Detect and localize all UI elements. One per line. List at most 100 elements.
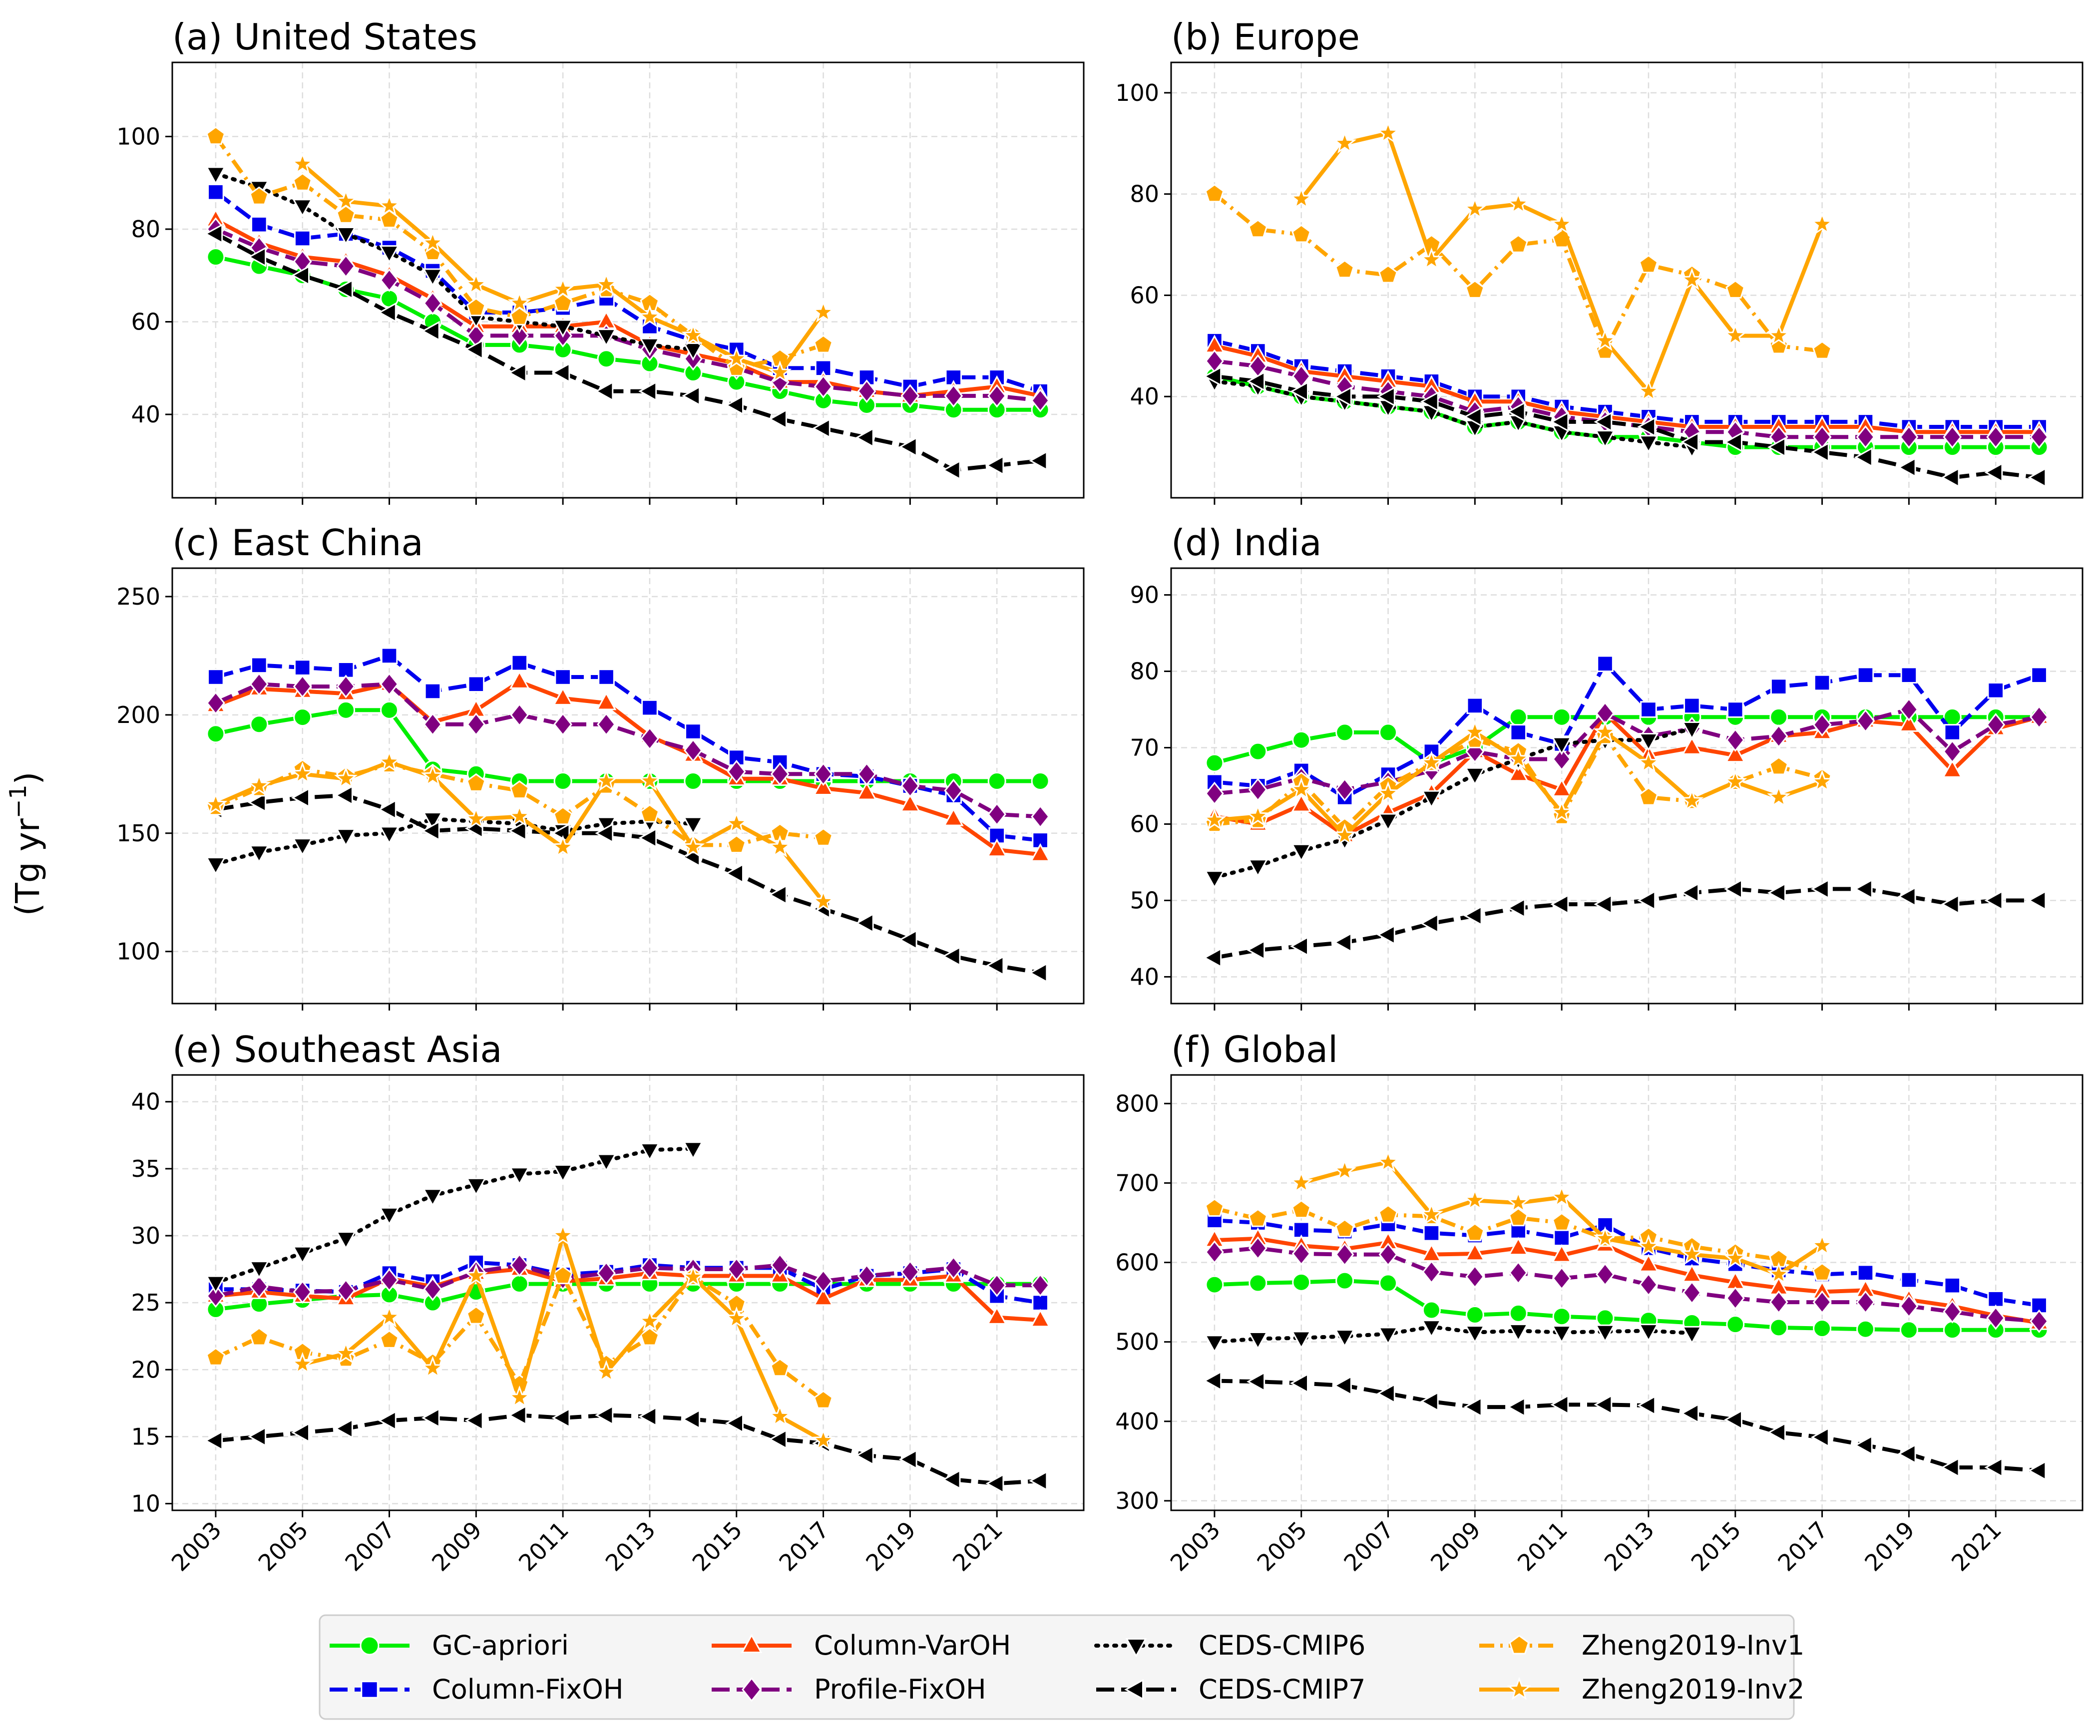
data-point xyxy=(1595,1324,1616,1343)
series-ceds-cmip7 xyxy=(1203,1371,2047,1481)
data-point xyxy=(1289,777,1313,800)
legend-label: Zheng2019-Inv2 xyxy=(1582,1674,1804,1705)
data-point xyxy=(683,816,704,835)
data-point xyxy=(1594,894,1613,915)
data-point xyxy=(1812,1262,1832,1281)
series-line xyxy=(1214,1236,2040,1325)
data-point xyxy=(379,1330,400,1349)
legend-entry-column-fixoh: Column-FixOH xyxy=(330,1674,623,1705)
data-point xyxy=(1682,1281,1701,1305)
data-point xyxy=(336,254,356,278)
data-point xyxy=(1854,1435,1873,1455)
data-point xyxy=(900,774,920,798)
data-point xyxy=(1552,747,1572,771)
data-point xyxy=(725,811,749,834)
data-point xyxy=(814,335,834,353)
data-point xyxy=(551,1223,575,1246)
legend-marker xyxy=(360,1636,380,1656)
data-point xyxy=(725,863,744,884)
panel-title: (c) East China xyxy=(172,522,423,564)
y-tick-label: 60 xyxy=(131,308,160,335)
data-point xyxy=(855,1445,874,1466)
series-gc-apriori xyxy=(206,248,1050,419)
data-point xyxy=(1465,1265,1485,1289)
data-point xyxy=(1335,1243,1354,1267)
data-point xyxy=(379,826,400,845)
y-tick-label: 30 xyxy=(131,1222,160,1249)
data-point xyxy=(509,670,530,689)
data-point xyxy=(1986,425,2006,449)
data-point xyxy=(638,381,657,402)
data-point xyxy=(1941,894,1960,915)
data-point xyxy=(1550,800,1574,823)
data-point xyxy=(248,247,267,268)
data-point xyxy=(1640,701,1657,718)
data-point xyxy=(638,827,657,848)
data-point xyxy=(594,1360,618,1383)
data-point xyxy=(1465,1306,1484,1325)
data-point xyxy=(1508,234,1528,253)
data-point xyxy=(1941,1457,1960,1478)
data-point xyxy=(813,1287,834,1306)
data-point xyxy=(464,1263,488,1286)
data-point xyxy=(249,1261,270,1280)
data-point xyxy=(1292,1273,1311,1292)
data-point xyxy=(1335,778,1354,802)
data-point xyxy=(247,773,271,796)
data-point xyxy=(596,329,617,347)
data-point xyxy=(1854,447,1873,468)
data-point xyxy=(1376,781,1400,804)
data-point xyxy=(2031,667,2048,684)
legend-label: GC-apriori xyxy=(432,1630,569,1661)
data-point xyxy=(507,804,531,827)
data-point xyxy=(291,152,315,175)
x-tick-label: 2017 xyxy=(1772,1516,1833,1577)
data-point xyxy=(1376,121,1400,143)
data-point xyxy=(1769,707,1788,726)
data-point xyxy=(464,272,488,295)
data-point xyxy=(1289,1170,1313,1193)
legend-marker xyxy=(1507,1677,1532,1701)
y-tick-label: 70 xyxy=(1130,734,1159,761)
data-point xyxy=(1984,1457,2003,1478)
data-point xyxy=(1289,187,1313,209)
y-tick-label: 60 xyxy=(1130,810,1159,837)
data-point xyxy=(814,1269,833,1293)
data-point xyxy=(1203,808,1227,830)
data-point xyxy=(291,761,315,784)
data-point xyxy=(204,1430,223,1451)
data-point xyxy=(1594,1394,1613,1415)
data-point xyxy=(334,1341,358,1364)
data-point xyxy=(640,1327,660,1346)
data-point xyxy=(291,265,310,286)
data-point xyxy=(899,793,920,812)
x-tick-label: 2011 xyxy=(1512,1516,1573,1577)
data-point xyxy=(1464,1325,1485,1344)
legend-marker xyxy=(361,1681,379,1699)
y-tick-label: 80 xyxy=(1130,658,1159,685)
data-point xyxy=(291,1352,315,1375)
data-point xyxy=(1463,1188,1487,1211)
data-point xyxy=(380,1268,399,1292)
data-point xyxy=(1810,442,1829,463)
data-point xyxy=(944,1256,963,1280)
data-point xyxy=(1248,219,1268,238)
data-point xyxy=(1810,1427,1829,1448)
data-point xyxy=(377,749,402,772)
data-point xyxy=(597,712,616,736)
y-axis-label: (Tg yr−1) xyxy=(4,772,47,916)
y-axis-label-superscript: −1 xyxy=(4,784,31,818)
data-point xyxy=(1593,328,1617,351)
data-point xyxy=(464,339,483,360)
data-point xyxy=(1639,255,1659,274)
x-tick-label: 2015 xyxy=(687,1516,748,1577)
data-point xyxy=(1767,1422,1786,1443)
data-point xyxy=(1594,411,1613,432)
data-point xyxy=(379,245,400,264)
data-point xyxy=(639,338,660,356)
data-point xyxy=(682,1409,701,1429)
data-point xyxy=(293,1280,312,1304)
data-point xyxy=(855,913,874,934)
x-tick-label: 2005 xyxy=(253,1516,314,1577)
data-point xyxy=(466,712,486,736)
